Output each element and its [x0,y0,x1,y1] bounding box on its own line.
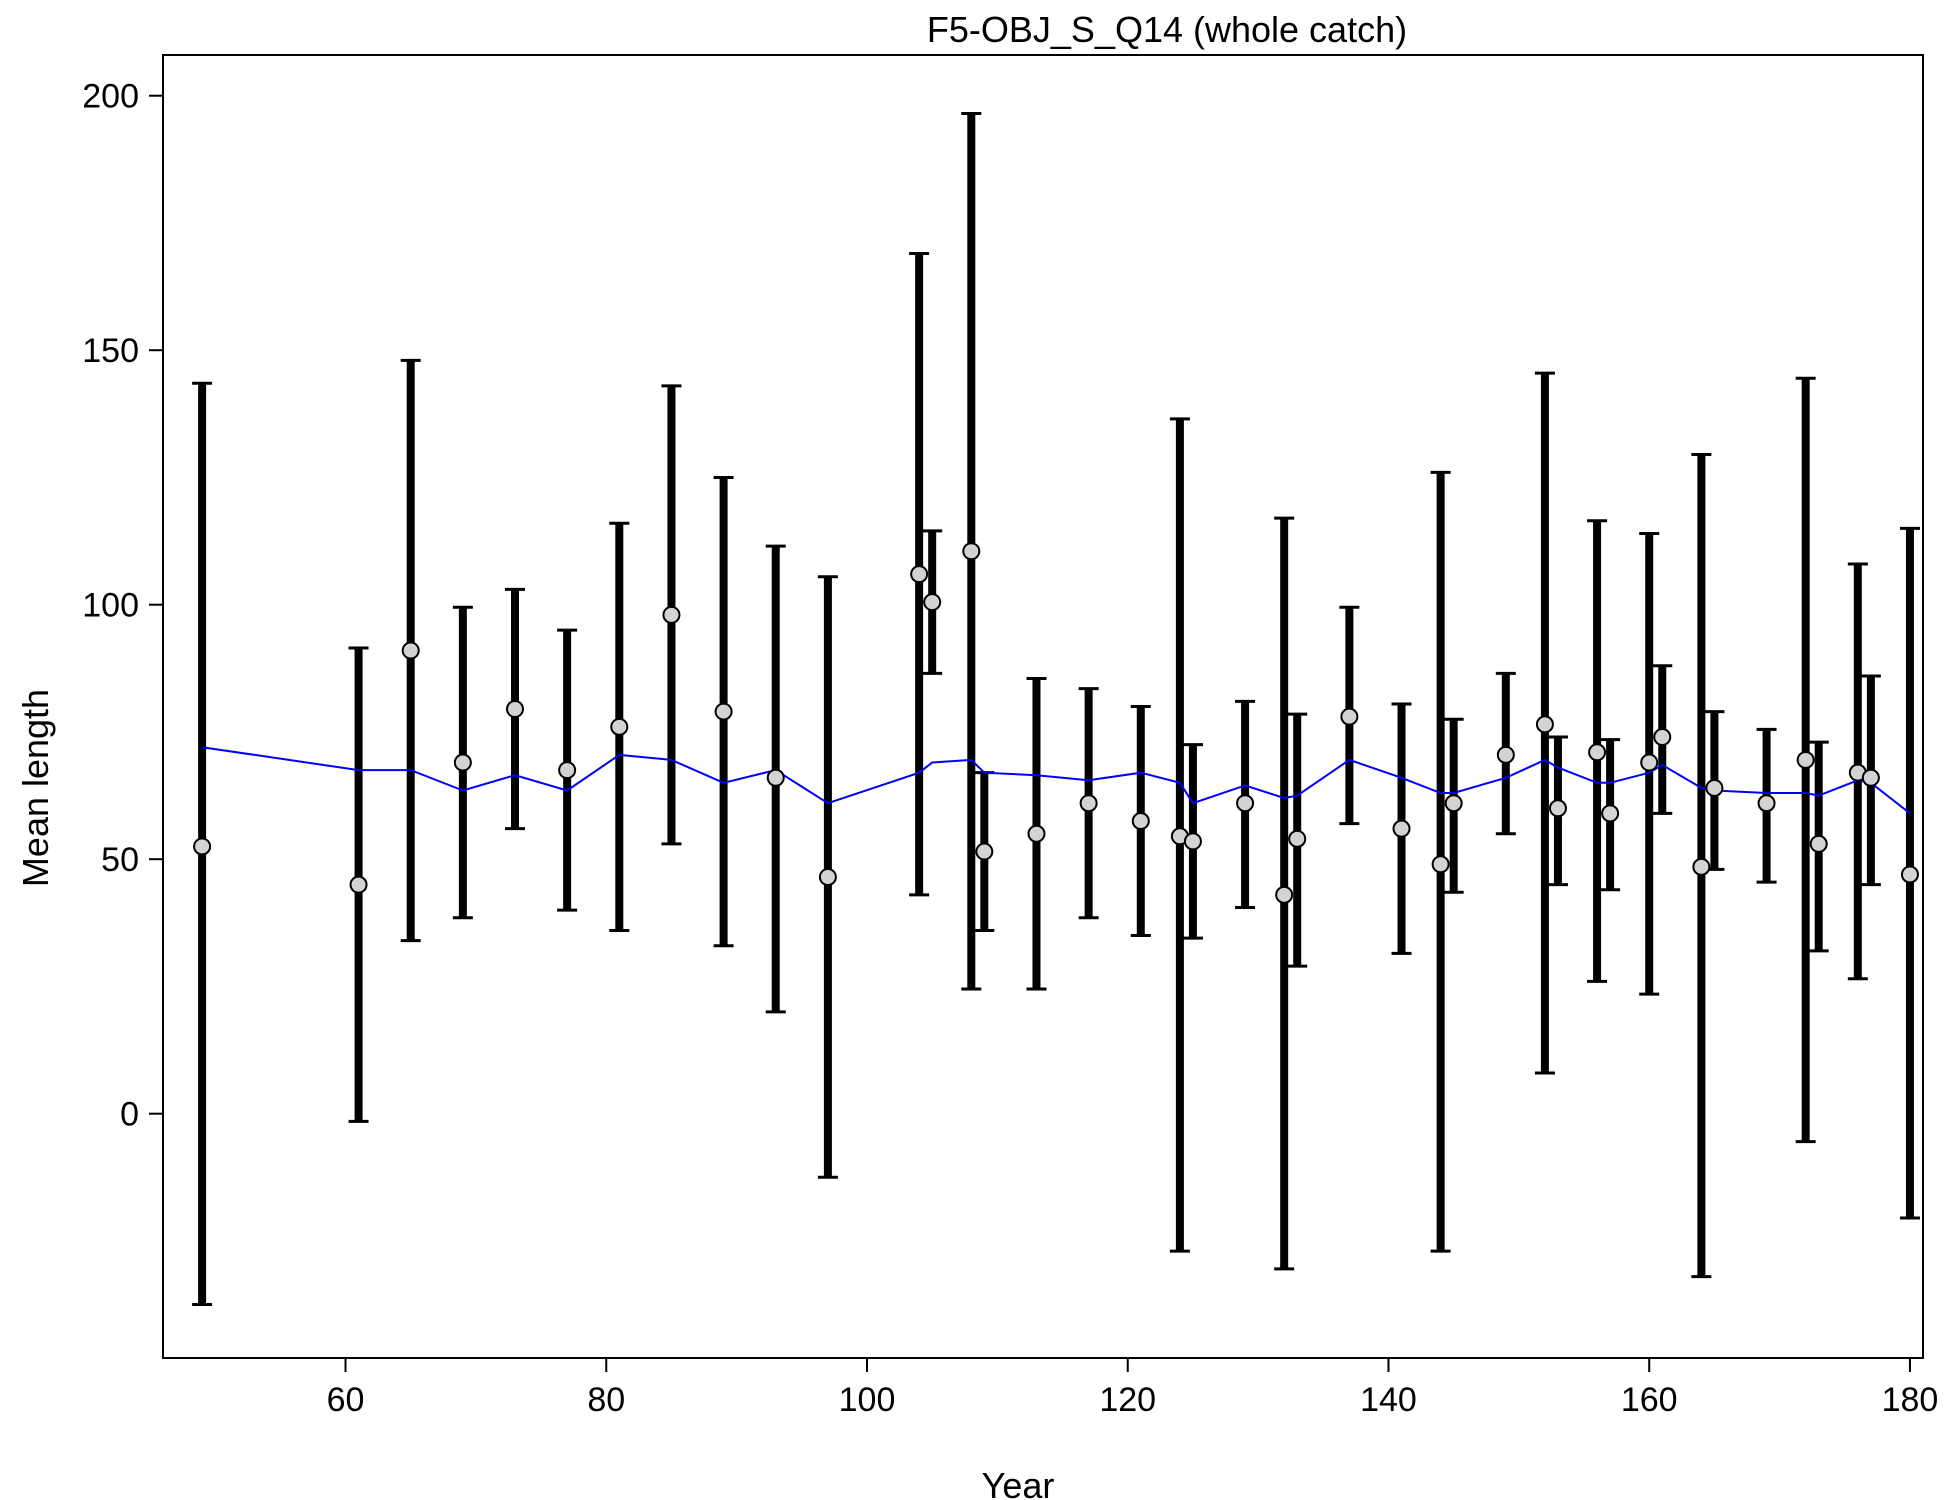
x-tick-label: 60 [327,1381,365,1419]
y-tick-label: 0 [120,1096,139,1134]
observed-point [1079,794,1098,813]
observed-point [1900,865,1919,884]
observed-point [714,702,733,721]
observed-point [1588,743,1607,762]
observed-point [962,542,981,561]
observed-point [1131,812,1150,831]
plot-frame [162,54,1924,1359]
observed-point [1275,885,1294,904]
x-axis: 60 80 100 120 140 160 180 [327,1358,1939,1419]
observed-point [1809,834,1828,853]
observed-point [923,593,942,612]
y-tick-label: 150 [82,332,139,370]
error-bars [192,112,1920,1307]
observed-point [1392,819,1411,838]
observed-point [1340,707,1359,726]
observed-point [193,837,212,856]
observed-point [1796,750,1815,769]
observed-point [1692,857,1711,876]
observed-point [1183,832,1202,851]
y-axis: 0 50 100 150 200 [82,78,163,1134]
observed-points [193,542,1919,904]
observed-point [818,868,837,887]
observed-point [1027,824,1046,843]
observed-point [975,842,994,861]
observed-point [1535,715,1554,734]
observed-point [1757,794,1776,813]
observed-point [1444,794,1463,813]
x-tick-label: 140 [1360,1381,1417,1419]
y-axis-label: Mean length [15,689,56,887]
observed-point [453,753,472,772]
x-tick-label: 180 [1882,1381,1939,1419]
observed-point [349,875,368,894]
observed-point [1496,745,1515,764]
observed-point [401,641,420,660]
observed-point [1601,804,1620,823]
observed-point [506,700,524,719]
observed-point [1653,728,1672,747]
observed-point [1705,778,1724,797]
observed-point [1861,768,1880,787]
observed-point [610,717,629,736]
x-tick-label: 120 [1099,1381,1156,1419]
expected-line-group [201,746,1911,815]
x-tick-label: 100 [839,1381,896,1419]
observed-point [910,565,929,584]
chart-title: F5-OBJ_S_Q14 (whole catch) [927,9,1407,50]
observed-point [1236,794,1255,813]
observed-point [1640,753,1659,772]
observed-point [558,761,577,780]
expected-line [201,746,1911,815]
observed-point [662,605,681,624]
x-tick-label: 80 [587,1381,625,1419]
y-tick-label: 100 [82,587,139,625]
observed-point [766,768,785,787]
observed-point [1548,799,1567,818]
observed-point [1431,855,1450,874]
y-tick-label: 50 [101,841,139,879]
y-tick-label: 200 [82,78,139,116]
x-tick-label: 160 [1621,1381,1678,1419]
observed-point [1288,829,1307,848]
x-axis-label: Year [982,1465,1055,1500]
